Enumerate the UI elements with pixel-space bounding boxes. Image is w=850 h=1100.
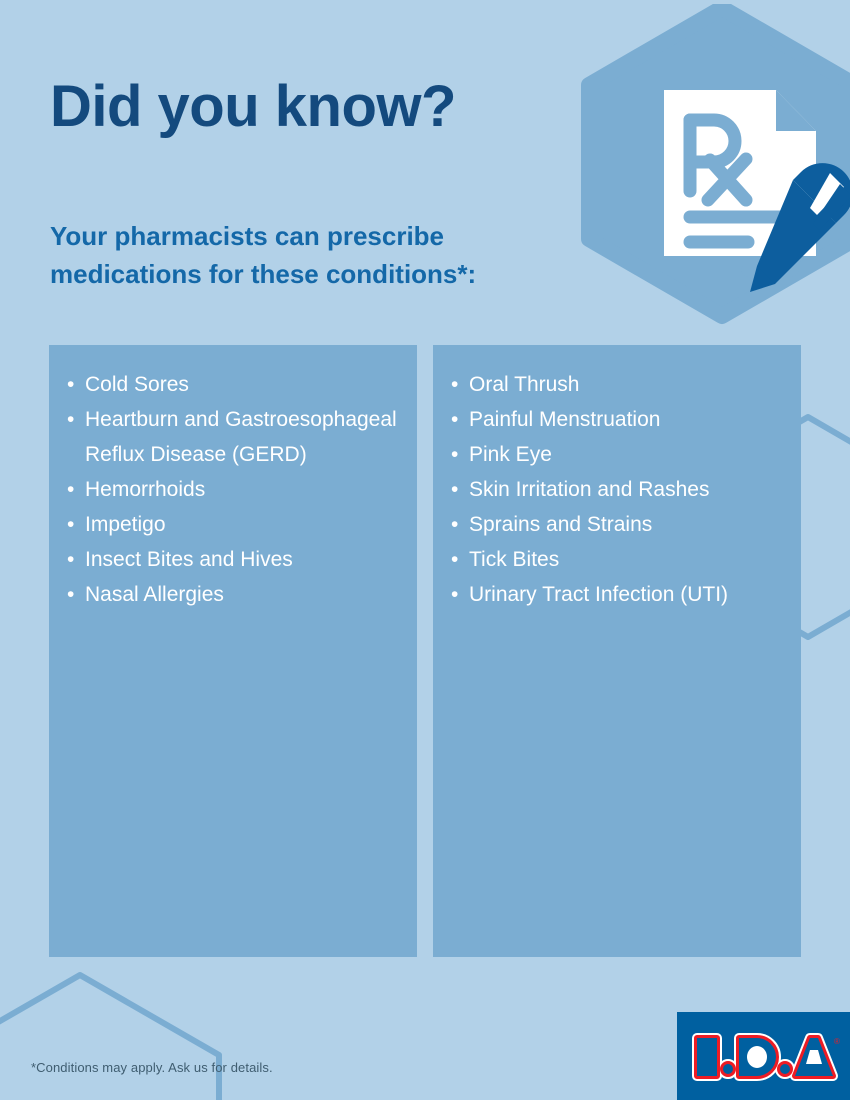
conditions-list-left: Cold Sores Heartburn and Gastroesophagea… (63, 367, 401, 612)
footnote: *Conditions may apply. Ask us for detail… (31, 1060, 273, 1075)
list-item: Painful Menstruation (447, 402, 785, 437)
list-item: Cold Sores (63, 367, 401, 402)
page-subtitle: Your pharmacists can prescribe medicatio… (50, 221, 477, 289)
list-item: Sprains and Strains (447, 507, 785, 542)
list-item: Urinary Tract Infection (UTI) (447, 577, 785, 612)
ida-logo-art: ® (692, 1033, 840, 1081)
logo-a-counter (806, 1050, 822, 1064)
list-item: Tick Bites (447, 542, 785, 577)
list-item: Skin Irritation and Rashes (447, 472, 785, 507)
conditions-card-left: Cold Sores Heartburn and Gastroesophagea… (49, 345, 417, 957)
conditions-list-right: Oral Thrush Painful Menstruation Pink Ey… (447, 367, 785, 612)
header: Did you know? (50, 78, 570, 136)
list-item: Hemorrhoids (63, 472, 401, 507)
list-item: Impetigo (63, 507, 401, 542)
list-item: Nasal Allergies (63, 577, 401, 612)
list-item: Heartburn and Gastroesophageal Reflux Di… (63, 402, 401, 472)
conditions-card-right: Oral Thrush Painful Menstruation Pink Ey… (433, 345, 801, 957)
rx-glyph (683, 113, 753, 207)
list-item: Insect Bites and Hives (63, 542, 401, 577)
conditions-cards: Cold Sores Heartburn and Gastroesophagea… (49, 345, 801, 957)
pen-icon (750, 163, 850, 292)
page-title: Did you know? (50, 74, 456, 139)
document-fold-corner (776, 90, 816, 131)
logo-registered-mark: ® (834, 1037, 840, 1046)
logo-d-counter (747, 1046, 767, 1068)
list-item: Oral Thrush (447, 367, 785, 402)
list-item: Pink Eye (447, 437, 785, 472)
hexagon-outline-bottom-left (0, 972, 222, 1100)
rx-badge (581, 4, 850, 324)
ida-logo: ® (677, 1012, 850, 1100)
